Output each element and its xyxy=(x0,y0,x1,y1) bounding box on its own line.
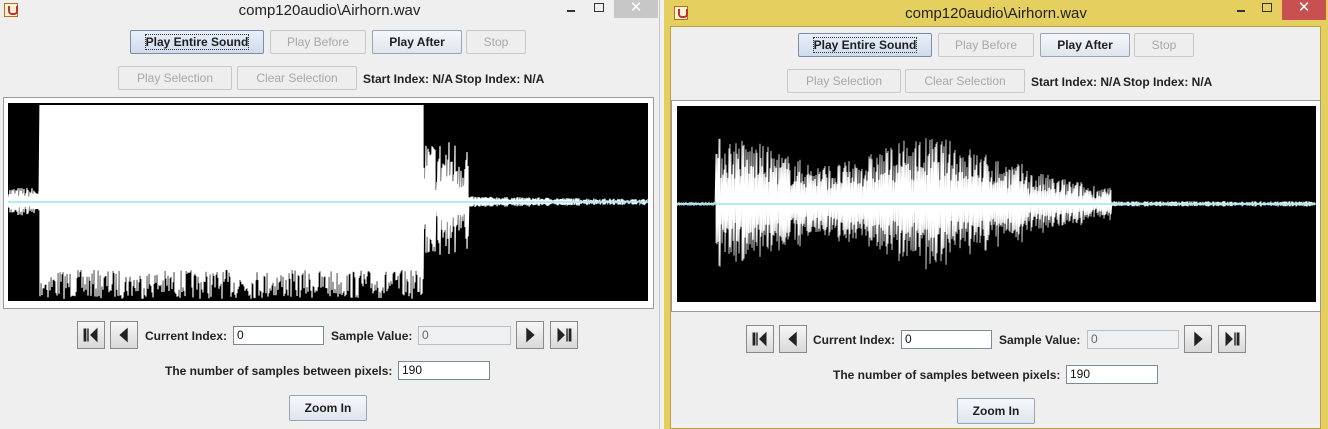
step-forward-icon xyxy=(526,327,535,343)
zoom-in-button[interactable]: Zoom In xyxy=(289,395,367,421)
sample-value-field: 0 xyxy=(1087,330,1179,349)
waveform-svg xyxy=(677,138,1316,270)
skip-to-start-icon xyxy=(752,331,767,347)
step-forward-button[interactable] xyxy=(516,321,544,349)
play-before-button[interactable]: Play Before xyxy=(938,33,1034,57)
step-forward-icon xyxy=(1194,331,1203,347)
samples-between-pixels-input[interactable]: 190 xyxy=(1066,365,1158,384)
start-index-label: Start Index: N/A xyxy=(363,72,454,86)
play-selection-button[interactable]: Play Selection xyxy=(118,66,232,90)
waveform-display[interactable] xyxy=(677,106,1316,302)
waveform-display[interactable] xyxy=(8,103,648,301)
skip-to-start-icon xyxy=(83,327,98,343)
waveform-frame xyxy=(671,100,1321,312)
play-after-button[interactable]: Play After xyxy=(372,30,462,54)
stop-index-label: Stop Index: N/A xyxy=(455,72,545,86)
sample-value-label: Sample Value: xyxy=(999,333,1081,347)
sound-explorer-window-left: comp120audio\Airhorn.wav ✕ Play Entire S… xyxy=(0,0,660,429)
zoom-in-button[interactable]: Zoom In xyxy=(957,398,1035,424)
java-app-icon[interactable] xyxy=(4,3,18,17)
skip-to-start-button[interactable] xyxy=(77,321,105,349)
maximize-icon[interactable] xyxy=(1256,0,1278,18)
stop-button[interactable]: Stop xyxy=(466,30,526,54)
step-back-button[interactable] xyxy=(779,325,807,353)
step-back-button[interactable] xyxy=(110,321,138,349)
sample-value-field: 0 xyxy=(418,326,511,345)
samples-between-pixels-input[interactable]: 190 xyxy=(398,361,490,380)
minimize-icon[interactable] xyxy=(560,0,582,18)
step-back-icon xyxy=(119,327,128,343)
window-title: comp120audio\Airhorn.wav xyxy=(905,5,1087,22)
step-forward-button[interactable] xyxy=(1184,325,1212,353)
stop-button[interactable]: Stop xyxy=(1134,33,1194,57)
close-icon[interactable]: ✕ xyxy=(614,0,658,18)
skip-to-start-button[interactable] xyxy=(746,325,774,353)
minimize-icon[interactable] xyxy=(1230,0,1252,18)
maximize-icon[interactable] xyxy=(588,0,610,18)
waveform-svg xyxy=(8,104,648,299)
step-back-icon xyxy=(788,331,797,347)
waveform-frame xyxy=(3,97,654,309)
current-index-input[interactable]: 0 xyxy=(901,330,992,349)
skip-to-end-icon xyxy=(1225,331,1240,347)
play-entire-sound-button[interactable]: Play Entire Sound xyxy=(798,33,932,57)
waveform-trace xyxy=(677,138,1316,270)
play-before-button[interactable]: Play Before xyxy=(270,30,366,54)
sound-explorer-window-right: comp120audio\Airhorn.wav ✕ Play Entire S… xyxy=(664,0,1328,429)
current-index-label: Current Index: xyxy=(145,329,228,343)
title-bar[interactable]: comp120audio\Airhorn.wav ✕ xyxy=(664,0,1328,26)
current-index-input[interactable]: 0 xyxy=(233,326,324,345)
java-app-icon[interactable] xyxy=(674,6,688,20)
samples-between-pixels-label: The number of samples between pixels: xyxy=(165,364,393,378)
current-index-label: Current Index: xyxy=(813,333,896,347)
start-index-label: Start Index: N/A xyxy=(1031,75,1122,89)
sample-value-label: Sample Value: xyxy=(331,329,413,343)
close-icon[interactable]: ✕ xyxy=(1282,0,1326,20)
clear-selection-button[interactable]: Clear Selection xyxy=(905,69,1025,93)
clear-selection-button[interactable]: Clear Selection xyxy=(237,66,357,90)
samples-between-pixels-label: The number of samples between pixels: xyxy=(833,368,1061,382)
play-selection-button[interactable]: Play Selection xyxy=(787,69,901,93)
play-entire-sound-button[interactable]: Play Entire Sound xyxy=(130,30,264,54)
title-bar[interactable]: comp120audio\Airhorn.wav ✕ xyxy=(0,0,659,20)
skip-to-end-button[interactable] xyxy=(1218,325,1246,353)
skip-to-end-button[interactable] xyxy=(550,321,578,349)
window-client: Play Entire Sound Play Before Play After… xyxy=(670,26,1321,429)
stop-index-label: Stop Index: N/A xyxy=(1123,75,1213,89)
waveform-trace xyxy=(8,104,648,299)
skip-to-end-icon xyxy=(557,327,572,343)
window-client: Play Entire Sound Play Before Play After… xyxy=(0,20,659,429)
window-title: comp120audio\Airhorn.wav xyxy=(238,2,421,19)
play-after-button[interactable]: Play After xyxy=(1040,33,1130,57)
